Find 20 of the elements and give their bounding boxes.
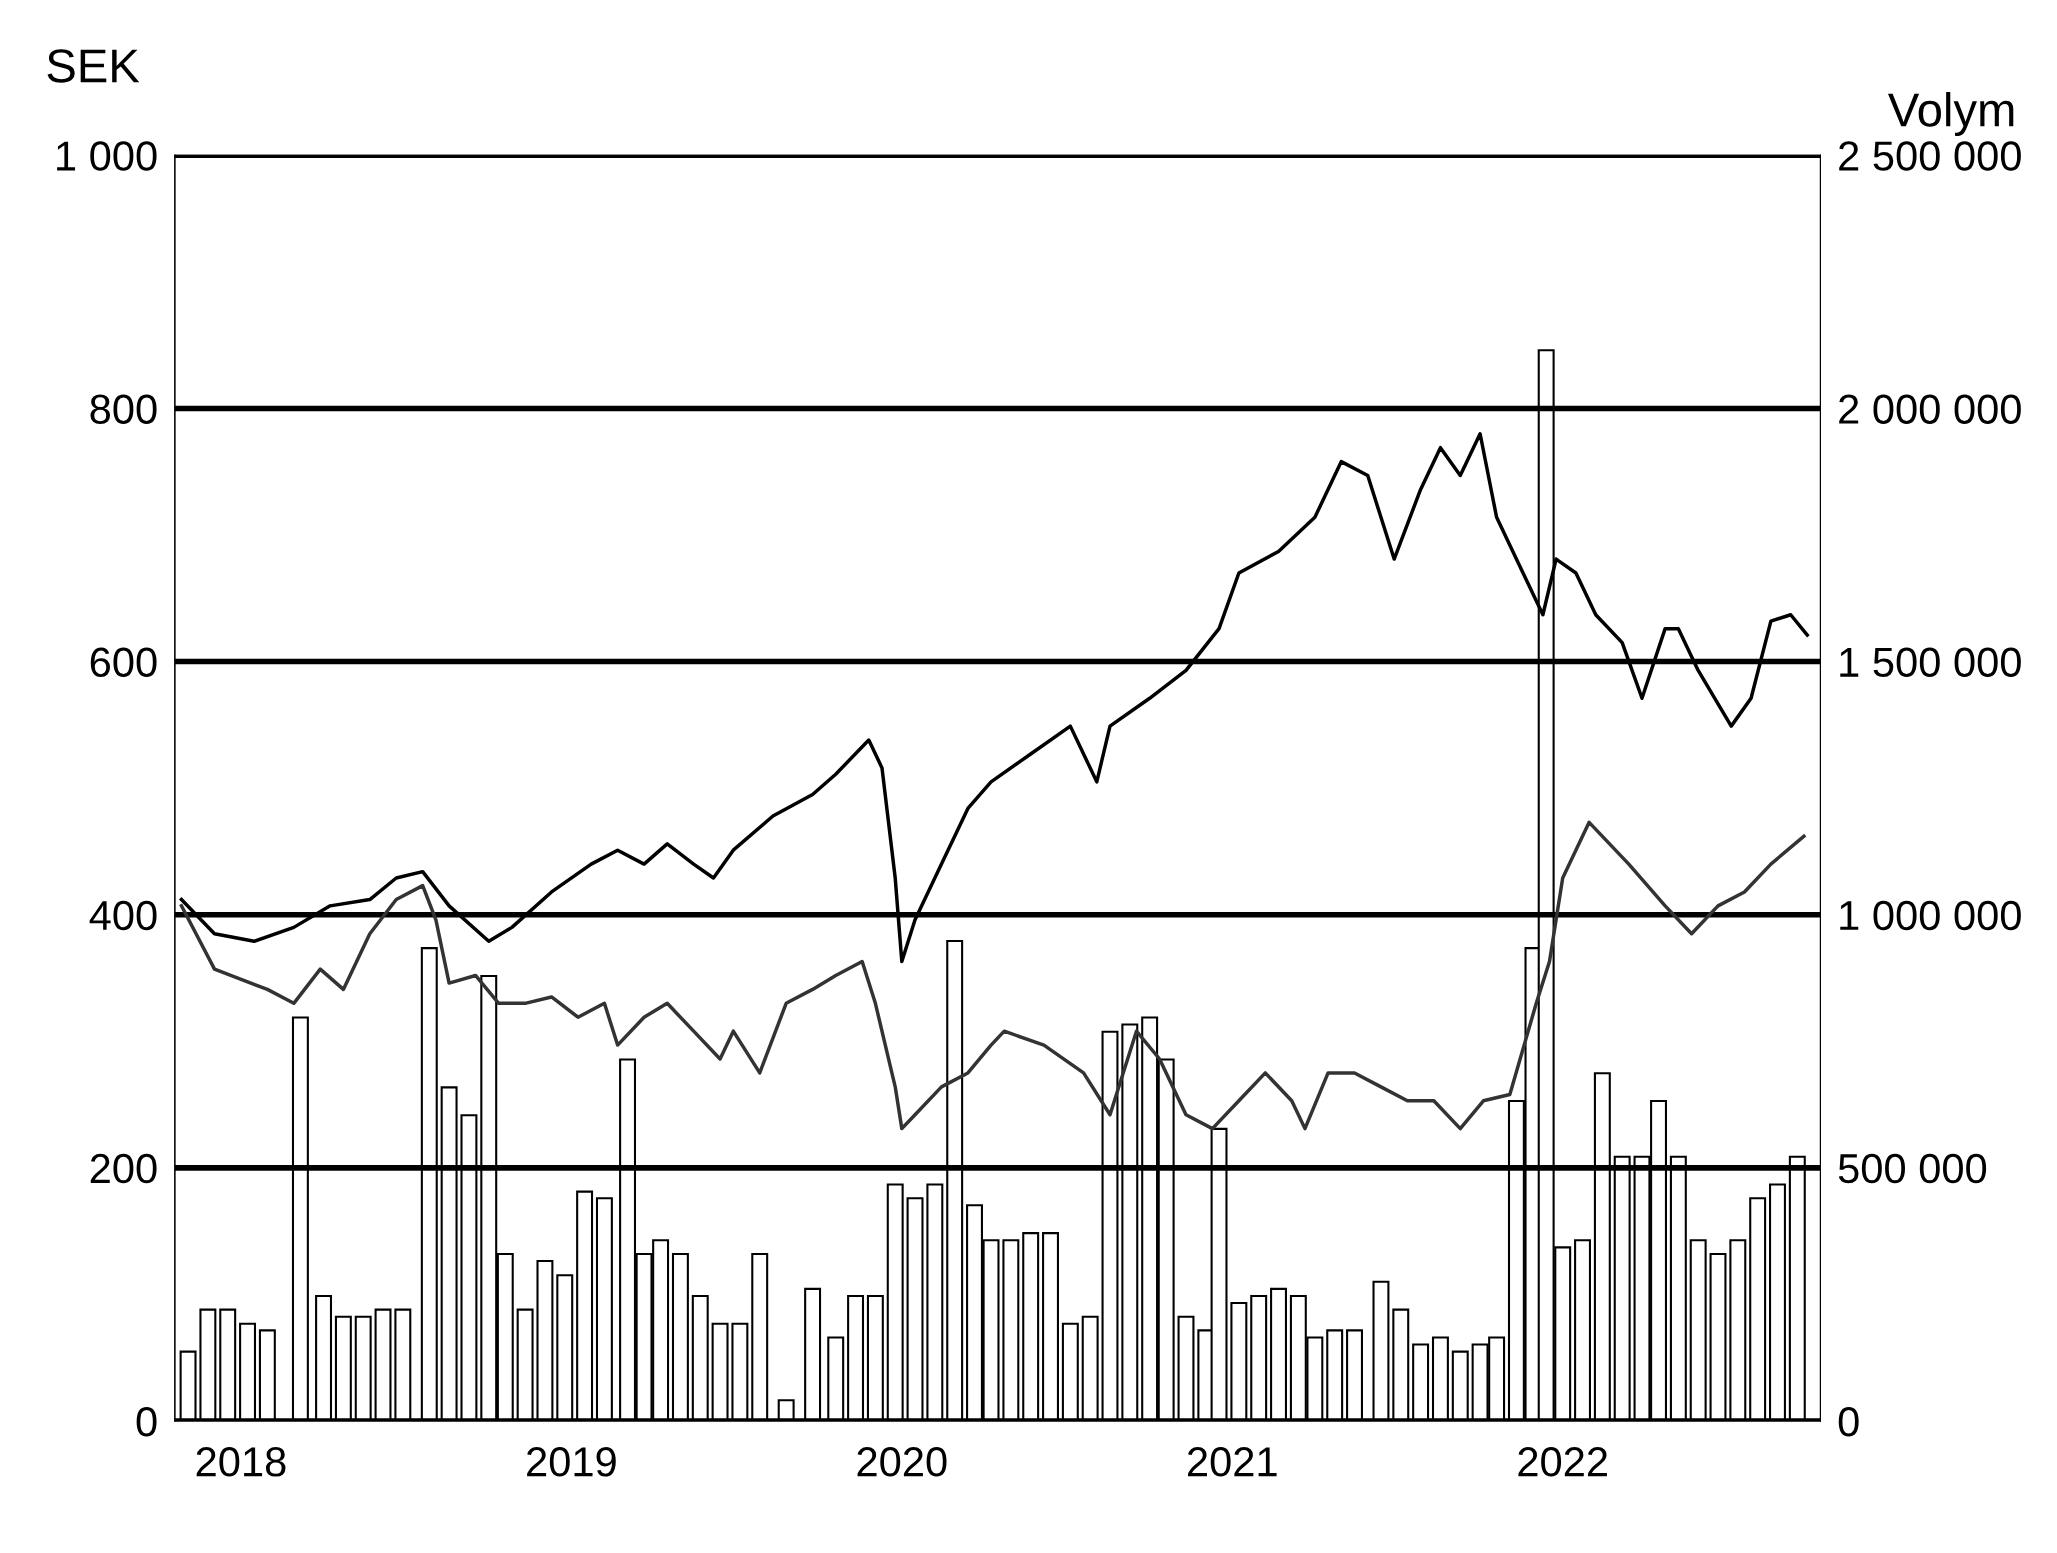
line-series: [179, 820, 1806, 1131]
x-tick-label: 2022: [1518, 1447, 1607, 1477]
y-axis-title: SEK: [47, 49, 140, 83]
x-tick-label: 2019: [527, 1447, 616, 1477]
y-tick-label: 800: [90, 394, 157, 424]
y2-tick-label: 0: [1838, 1407, 1859, 1437]
y2-tick-label: 1 500 000: [1840, 647, 2021, 678]
x-tick-label: 2020: [857, 1447, 947, 1477]
y-tick-label: 200: [90, 1153, 157, 1184]
y-tick-label: 400: [89, 900, 157, 931]
y-tick-label: 0: [136, 1407, 157, 1437]
y2-tick-label: 1 000 000: [1840, 900, 2021, 931]
y2-tick-label: 500 000: [1838, 1153, 1987, 1184]
y-tick-label: 600: [90, 647, 157, 678]
x-tick-label: 2021: [1188, 1447, 1277, 1477]
y-tick-label: 1 000: [57, 141, 157, 171]
y2-tick-label: 2 500 000: [1839, 141, 2021, 171]
x-tick-label: 2018: [196, 1447, 286, 1477]
y2-axis-title: Volym: [1888, 92, 2014, 137]
y2-tick-label: 2 000 000: [1839, 394, 2021, 424]
